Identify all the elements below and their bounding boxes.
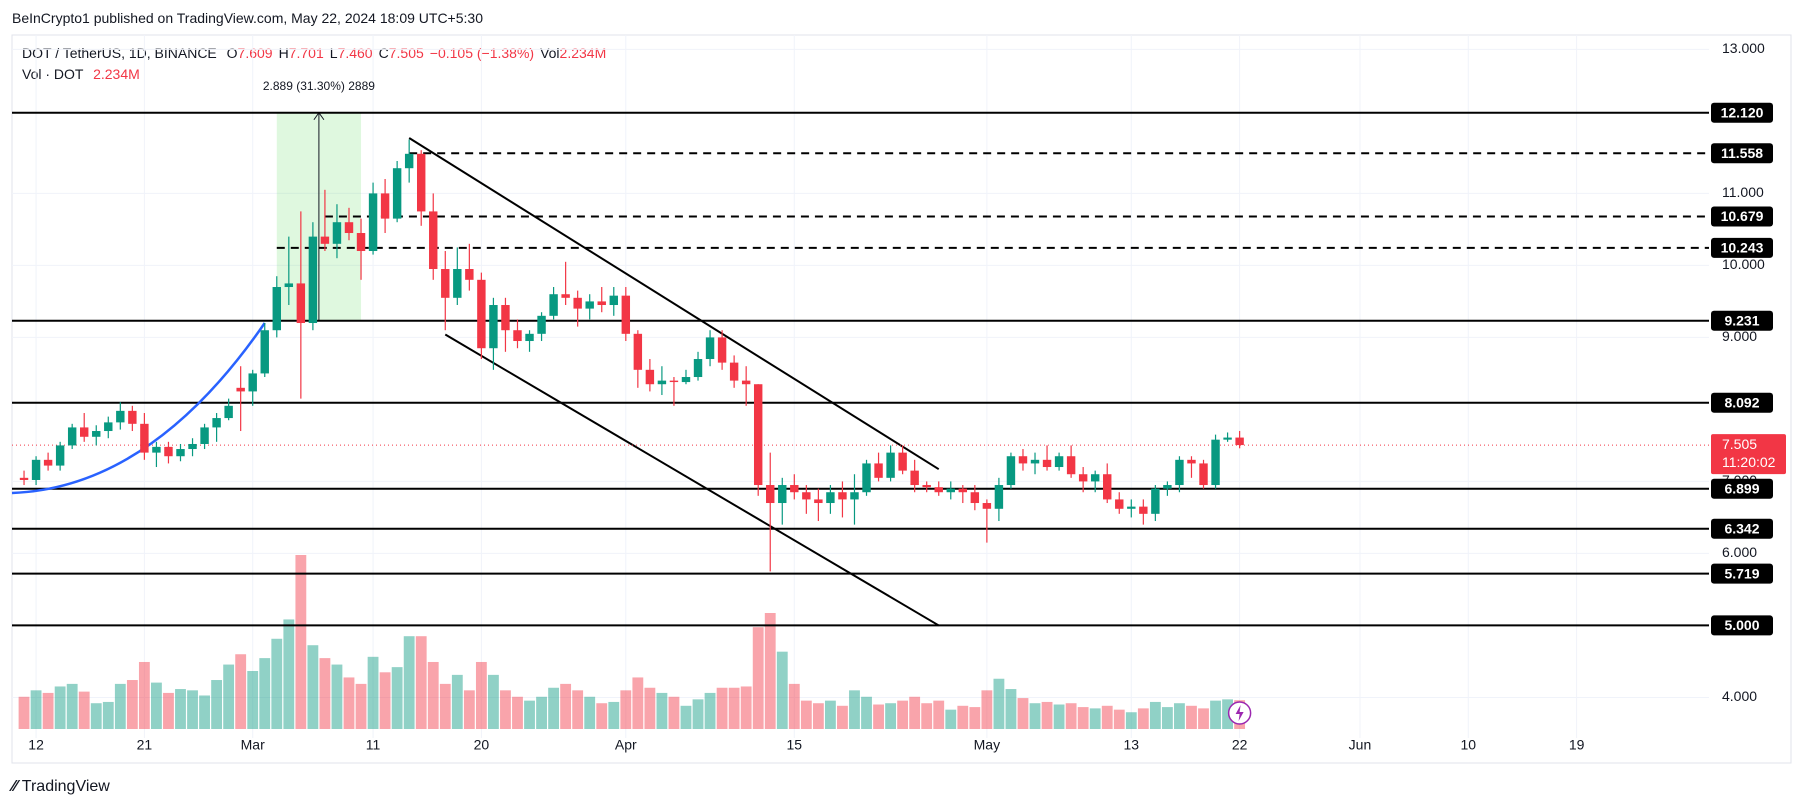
- footer: TradingView: [21, 778, 110, 795]
- ohlc-key: H: [278, 45, 289, 61]
- vol-value: 2.234M: [559, 45, 607, 61]
- ohlc-value: 7.701: [288, 45, 324, 61]
- vol-key: Vol: [540, 45, 560, 61]
- symbol-legend: DOT / TetherUS, 1D, BINANCE O7.609 H7.701…: [22, 45, 606, 61]
- vol-legend-value: 2.234M: [93, 66, 140, 82]
- ohlc-value: 7.505: [388, 45, 424, 61]
- publisher: BeInCrypto1 published on TradingView.com…: [12, 10, 483, 26]
- footer-logo: ⁄⁄ TradingView: [12, 778, 110, 796]
- symbol: DOT / TetherUS, 1D, BINANCE: [22, 45, 217, 61]
- ohlc-value: 7.609: [237, 45, 273, 61]
- volume-legend: Vol · DOT 2.234M: [22, 66, 140, 82]
- ohlc-key: C: [378, 45, 389, 61]
- ohlc-key: O: [226, 45, 238, 61]
- vol-legend: Vol · DOT: [22, 66, 84, 82]
- change: −0.105 (−1.38%): [429, 45, 535, 61]
- ohlc-value: 7.460: [337, 45, 373, 61]
- ohlc-key: L: [329, 45, 338, 61]
- logo-mark: ⁄⁄: [12, 778, 22, 795]
